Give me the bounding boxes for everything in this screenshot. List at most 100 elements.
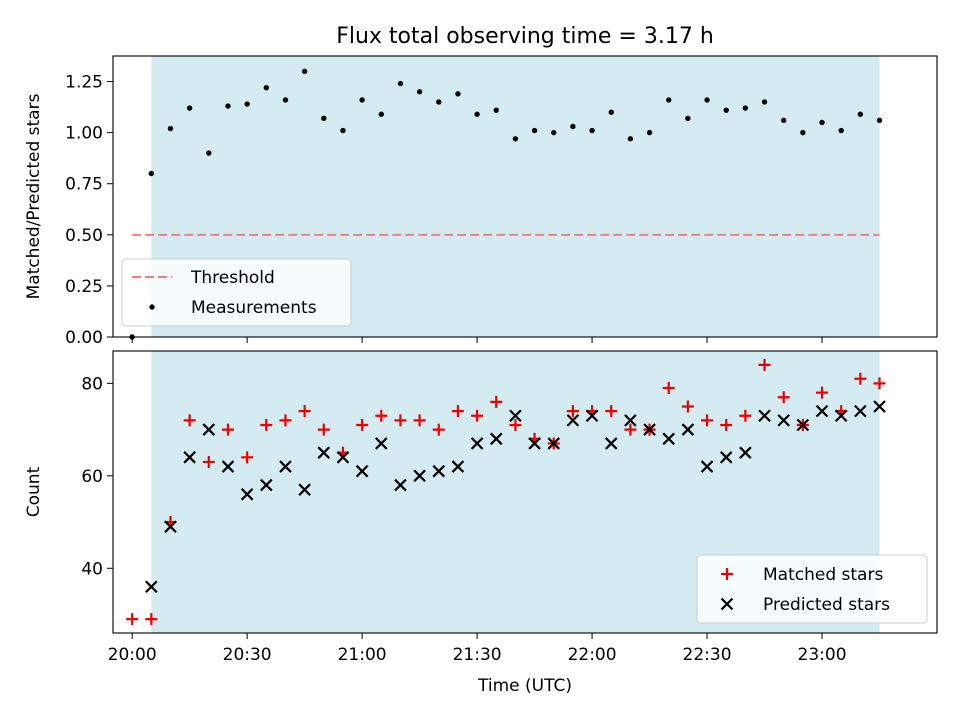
measurement-point	[186, 105, 193, 111]
matched-stars-point	[451, 405, 464, 418]
predicted-stars-point	[739, 446, 752, 459]
top-panel-ratio: 0.00 0.25 0.50 0.75 1.00 1.25 Matched/Predicte…	[24, 55, 938, 348]
x-tick-label: 21:30	[453, 645, 502, 665]
measurement-point	[321, 115, 327, 122]
matched-stars-point	[471, 409, 484, 422]
matched-stars-point	[394, 414, 407, 427]
matched-stars-point	[183, 414, 196, 427]
measurement-point	[761, 99, 768, 105]
matched-stars-point	[375, 409, 388, 422]
predicted-stars-point	[834, 409, 848, 422]
predicted-stars-point	[854, 404, 867, 418]
x-tick-label: 22:30	[683, 645, 732, 665]
x-tick-label: 23:00	[798, 645, 847, 665]
legend-measurements-swatch	[149, 304, 155, 310]
predicted-stars-point	[375, 437, 388, 450]
legend-box	[121, 258, 352, 327]
legend-box	[696, 554, 928, 624]
predicted-stars-point	[394, 478, 407, 492]
predicted-stars-point	[796, 418, 810, 432]
matched-stars-point	[720, 418, 733, 431]
measurement-point	[225, 103, 231, 109]
predicted-stars-point	[624, 414, 637, 427]
y-axis-label: Count	[24, 466, 44, 517]
measurement-point	[474, 111, 480, 117]
legend-matched-swatch	[721, 568, 733, 580]
predicted-stars-point	[451, 460, 465, 473]
measurement-point	[666, 97, 672, 103]
y-axis-label: Matched/Predicted stars	[24, 93, 44, 299]
measurement-point	[244, 101, 250, 107]
y-tick-label: 0.25	[65, 277, 103, 297]
matched-stars-point	[701, 414, 714, 427]
measurement-point	[876, 117, 883, 124]
matched-stars-point	[126, 613, 139, 626]
measurement-point	[416, 89, 423, 95]
measurement-point	[819, 119, 825, 126]
predicted-stars-point	[873, 400, 886, 413]
matched-stars-point	[758, 358, 771, 371]
matched-stars-point	[221, 423, 234, 436]
measurement-point	[838, 127, 844, 134]
y-tick-label: 0.00	[65, 328, 103, 348]
axes-frame	[112, 55, 938, 338]
matched-stars-point	[298, 405, 311, 418]
measurement-point	[436, 99, 442, 105]
y-tick-label: 1.00	[65, 124, 103, 144]
predicted-stars-point	[758, 409, 771, 422]
y-tick-label: 0.75	[65, 175, 103, 195]
predicted-stars-point	[240, 488, 254, 501]
predicted-stars-point	[681, 423, 695, 436]
predicted-stars-point	[719, 451, 733, 464]
measurement-point	[455, 91, 461, 97]
bottom-panel-counts: 40 60 80 20:00 20:30 21:00 21:30 22:00 22:30 23:0…	[24, 350, 938, 665]
x-tick-label: 20:30	[223, 645, 272, 665]
predicted-stars-point	[585, 409, 599, 422]
legend-predicted-label: Predicted stars	[763, 595, 890, 615]
matched-stars-point	[777, 391, 790, 404]
matched-stars-point	[624, 423, 637, 436]
measurement-point	[704, 97, 710, 103]
predicted-stars-point	[662, 432, 675, 446]
matched-stars-point	[681, 400, 694, 413]
x-tick-label: 22:00	[568, 645, 617, 665]
y-tick-label: 40	[81, 559, 103, 579]
matched-stars-point	[356, 418, 369, 431]
x-axis-label: Time (UTC)	[477, 676, 572, 696]
predicted-stars-point	[336, 451, 350, 464]
predicted-stars-point	[164, 520, 177, 533]
measurement-point	[531, 127, 538, 134]
axes-frame	[112, 350, 938, 634]
y-tick-label: 1.25	[65, 73, 103, 93]
measurement-point	[608, 109, 614, 115]
predicted-stars-point	[489, 432, 503, 446]
measurement-point	[570, 123, 576, 130]
predicted-stars-point	[202, 423, 216, 436]
matched-stars-point	[816, 386, 829, 399]
legend-matched-label: Matched stars	[763, 565, 883, 585]
measurement-point	[167, 125, 174, 132]
predicted-stars-point	[604, 437, 618, 450]
matched-stars-point	[739, 409, 752, 422]
measurement-point	[589, 127, 595, 134]
predicted-stars-point	[260, 478, 273, 492]
predicted-stars-point	[528, 437, 541, 450]
matched-stars-point	[854, 372, 867, 385]
predicted-stars-point	[413, 469, 426, 483]
matched-stars-point	[413, 414, 426, 427]
measurement-point	[512, 136, 519, 142]
x-tick-label: 20:00	[108, 645, 157, 665]
predicted-stars-point	[815, 404, 829, 418]
measurement-point	[685, 115, 691, 122]
measurement-point	[397, 80, 404, 87]
predicted-stars-point	[279, 460, 292, 473]
matched-stars-point	[662, 381, 675, 394]
matched-stars-point	[317, 423, 330, 436]
matched-stars-point	[490, 395, 503, 408]
legend-measurements-label: Measurements	[191, 298, 317, 318]
matched-stars-point	[509, 418, 522, 431]
predicted-stars-point	[298, 483, 311, 496]
predicted-stars-point	[317, 446, 331, 459]
predicted-stars-point	[547, 437, 561, 450]
